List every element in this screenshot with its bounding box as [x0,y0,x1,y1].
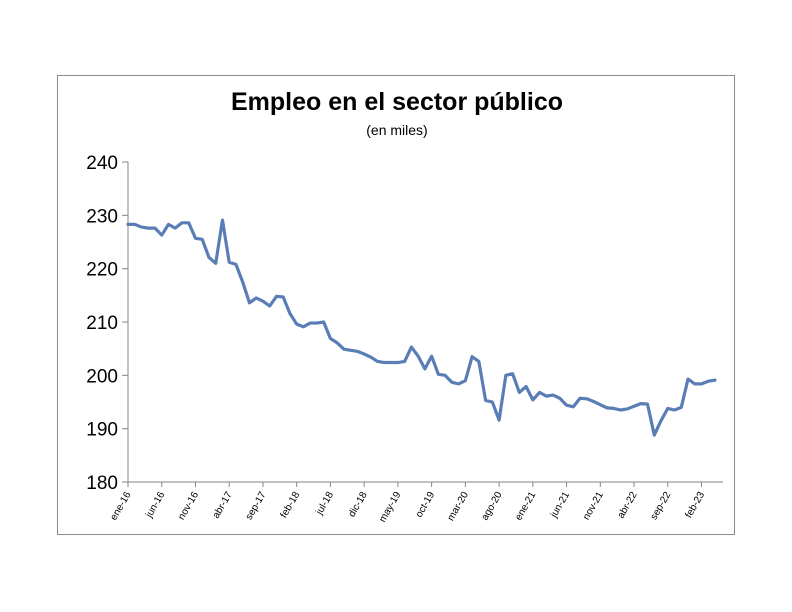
x-axis-ticks: ene-16 jun-16 nov-16 abr-17 sep-17 feb-18 jul-… [109,482,707,525]
x-tick-label: feb-18 [279,490,303,520]
x-tick-label: jun-21 [548,490,572,521]
x-tick-label: sep-17 [244,490,269,522]
y-tick-label: 230 [86,206,118,227]
x-tick-label: sep-22 [649,490,674,522]
y-tick-label: 210 [86,313,118,334]
axes [127,162,723,483]
line-chart: Empleo en el sector público (en miles) 1… [86,88,723,525]
y-tick-label: 220 [86,260,118,281]
x-tick-label: dic-18 [347,490,370,519]
x-tick-label: ene-21 [513,490,538,523]
x-tick-label: jul-18 [314,490,336,518]
y-tick-label: 190 [86,420,118,441]
y-axis-ticks: 180 190 200 210 220 230 240 [86,153,128,494]
chart-subtitle: (en miles) [366,122,427,138]
x-tick-label: abr-22 [616,490,640,521]
x-tick-label: mar-20 [446,490,472,523]
chart-title: Empleo en el sector público [231,88,563,116]
x-tick-label: ene-16 [109,490,134,523]
x-tick-label: ago-20 [480,490,505,523]
x-tick-label: jun-16 [143,490,167,521]
x-tick-label: oct-19 [414,490,438,520]
x-tick-label: feb-23 [683,490,707,520]
x-tick-label: abr-17 [211,490,235,521]
series-line [126,218,717,437]
x-tick-label: nov-16 [176,490,201,522]
y-tick-label: 180 [86,473,118,494]
x-tick-label: may-19 [377,490,403,525]
chart-frame: Empleo en el sector público (en miles) 1… [57,75,735,535]
x-tick-label: nov-21 [581,490,606,522]
y-tick-label: 240 [86,153,118,174]
y-tick-label: 200 [86,366,118,387]
